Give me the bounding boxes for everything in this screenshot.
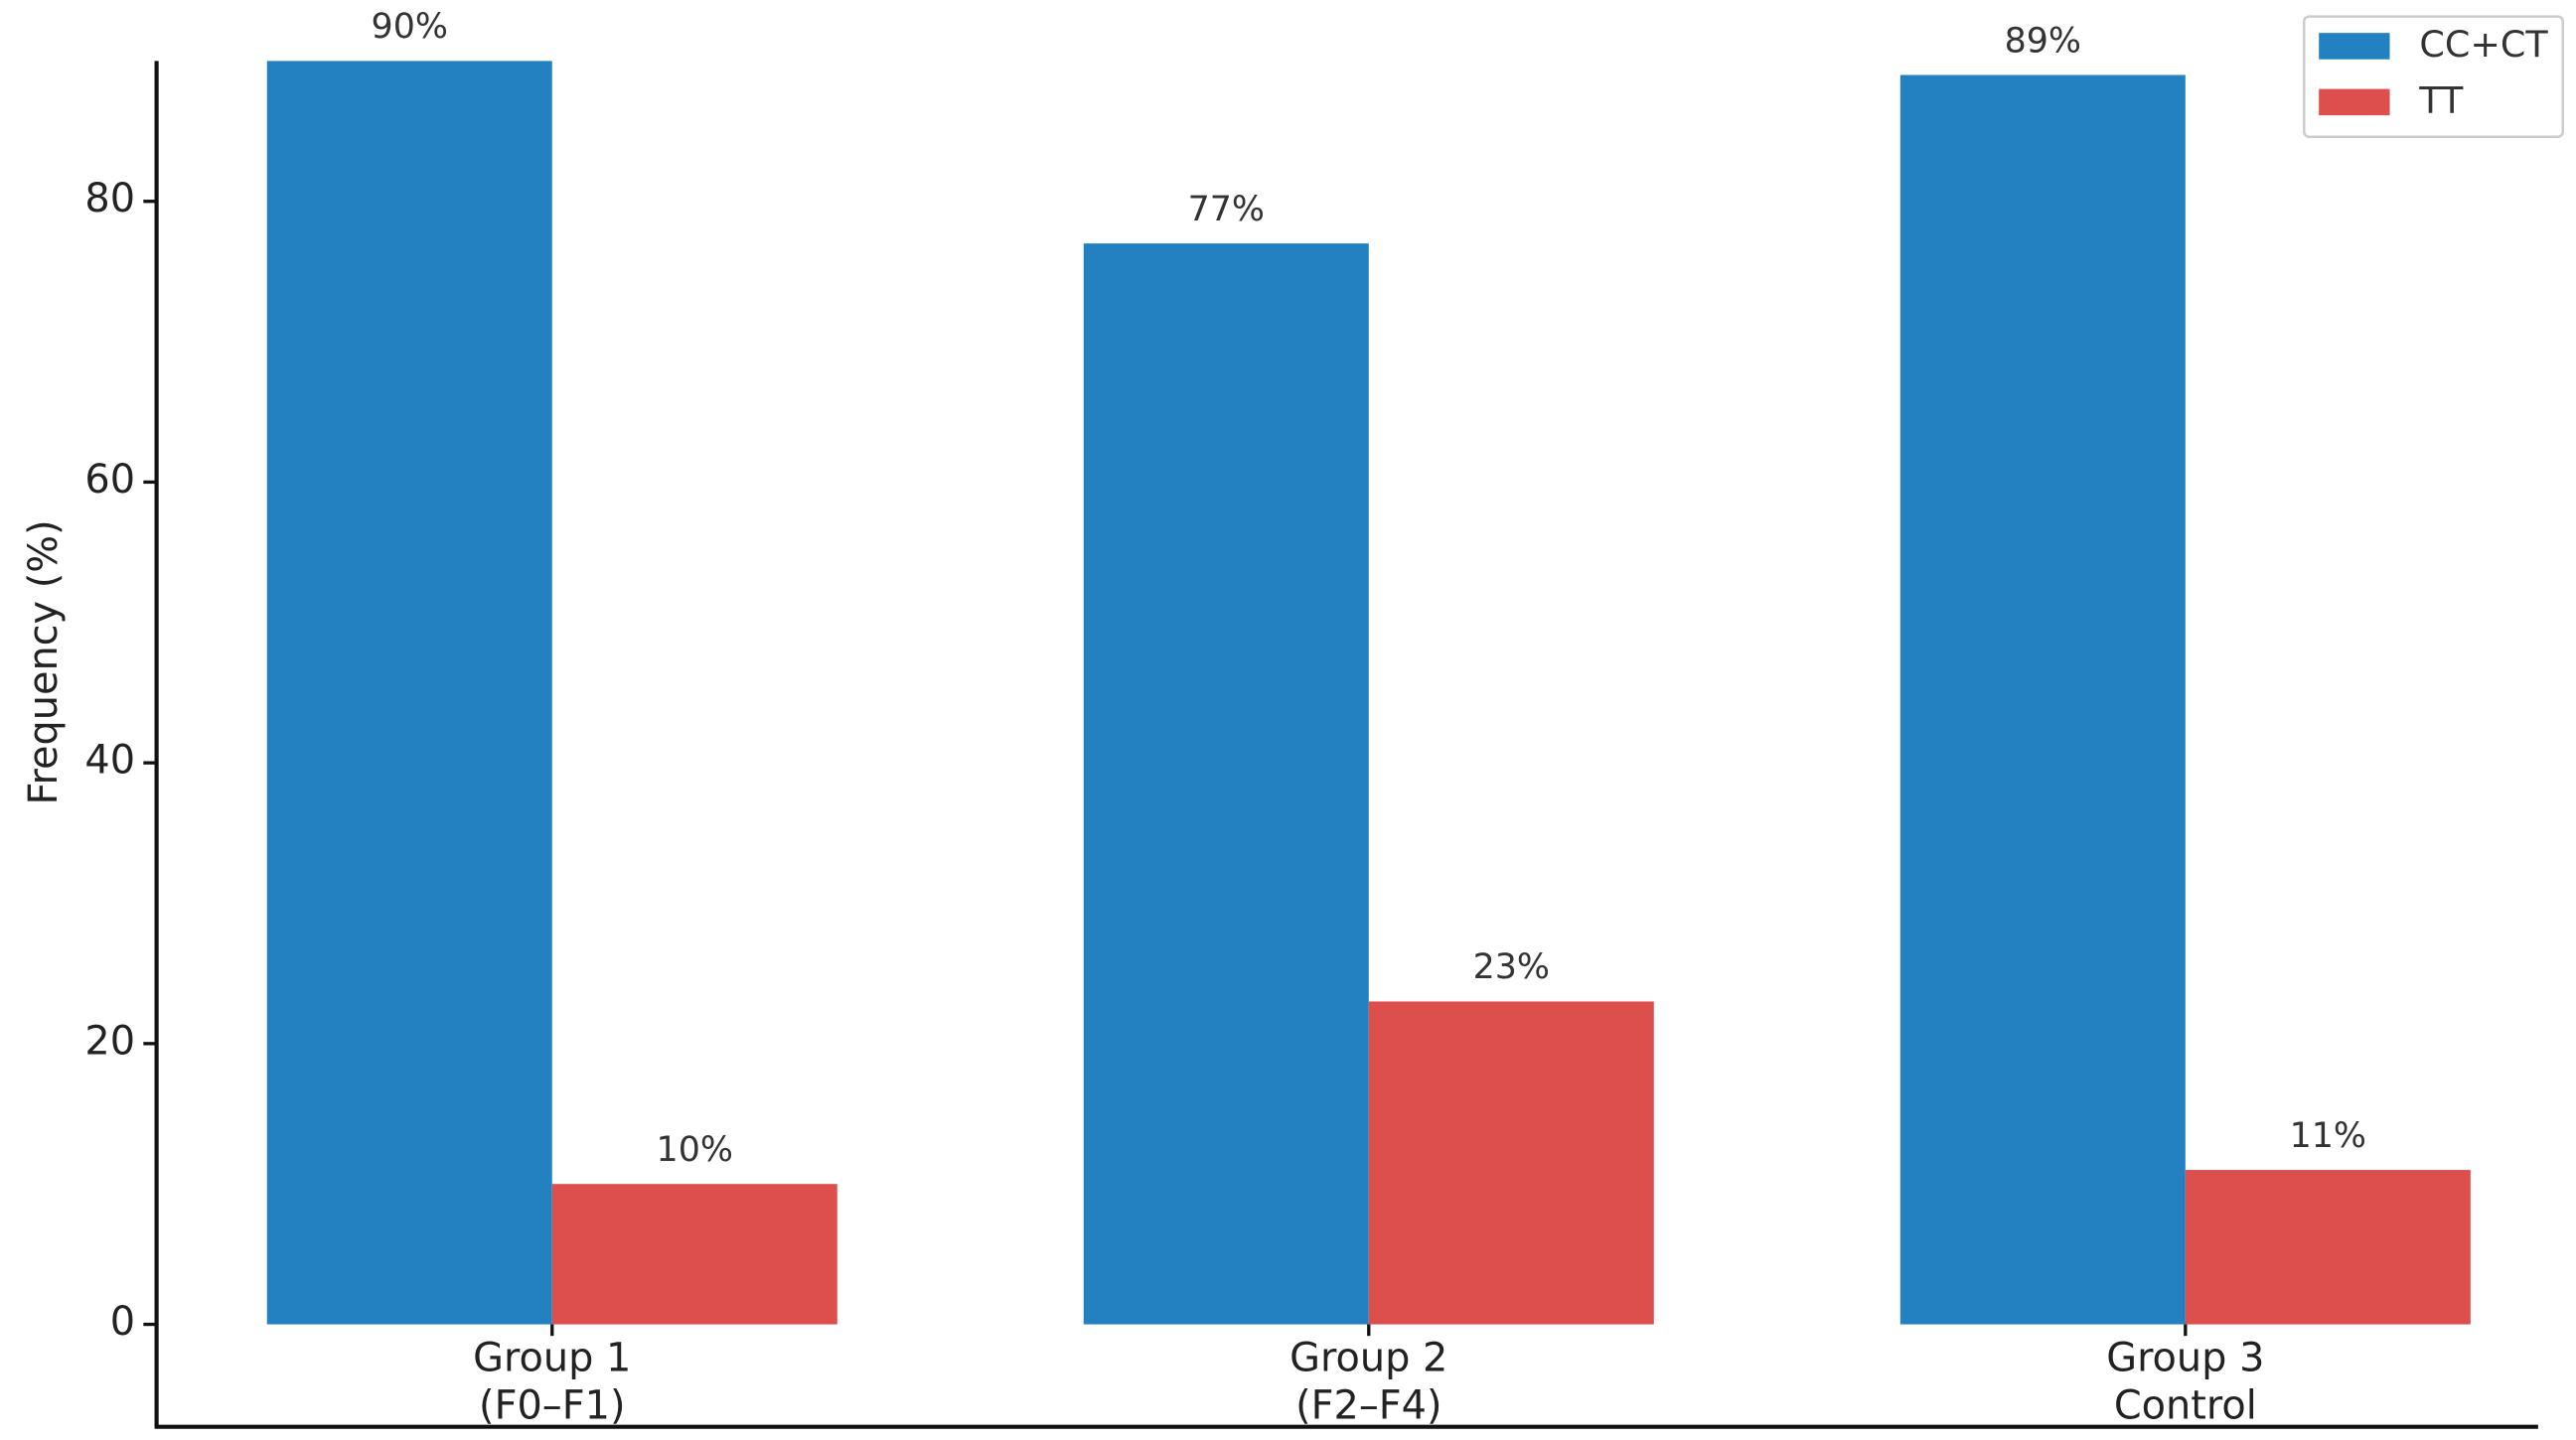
legend-label: CC+CT — [2419, 23, 2548, 66]
y-axis-label: Frequency (%) — [21, 519, 67, 804]
x-tick-label: Group 2 (F2–F4) — [1289, 1334, 1448, 1429]
y-tick-label: 0 — [110, 1299, 135, 1345]
bar — [266, 61, 552, 1325]
x-tick-label-box: Group 3 Control — [2106, 1334, 2265, 1429]
y-tick-label: 80 — [84, 176, 135, 221]
y-tick-label: 20 — [84, 1018, 135, 1064]
x-tick-label-box: Group 2 (F2–F4) — [1289, 1334, 1448, 1429]
bar — [2185, 1170, 2471, 1325]
bar — [551, 1184, 837, 1325]
bar — [1083, 243, 1369, 1325]
legend-label: TT — [2418, 78, 2464, 121]
x-tick-label: Group 1 (F0–F1) — [473, 1334, 632, 1429]
value-label: 90% — [372, 7, 448, 47]
bar — [1368, 1001, 1654, 1325]
y-tick-label: 60 — [84, 457, 135, 503]
bar — [1899, 74, 2186, 1325]
value-label: 23% — [1473, 947, 1550, 987]
value-label: 10% — [657, 1130, 733, 1170]
x-tick-label-box: Group 1 (F0–F1) — [473, 1334, 632, 1429]
legend-swatch — [2319, 33, 2390, 60]
legend-swatch — [2319, 88, 2390, 116]
value-label: 11% — [2290, 1116, 2366, 1156]
x-tick-label: Group 3 Control — [2106, 1334, 2265, 1429]
value-label: 89% — [2005, 21, 2081, 61]
y-tick-label: 40 — [84, 738, 135, 784]
value-label: 77% — [1188, 190, 1265, 229]
